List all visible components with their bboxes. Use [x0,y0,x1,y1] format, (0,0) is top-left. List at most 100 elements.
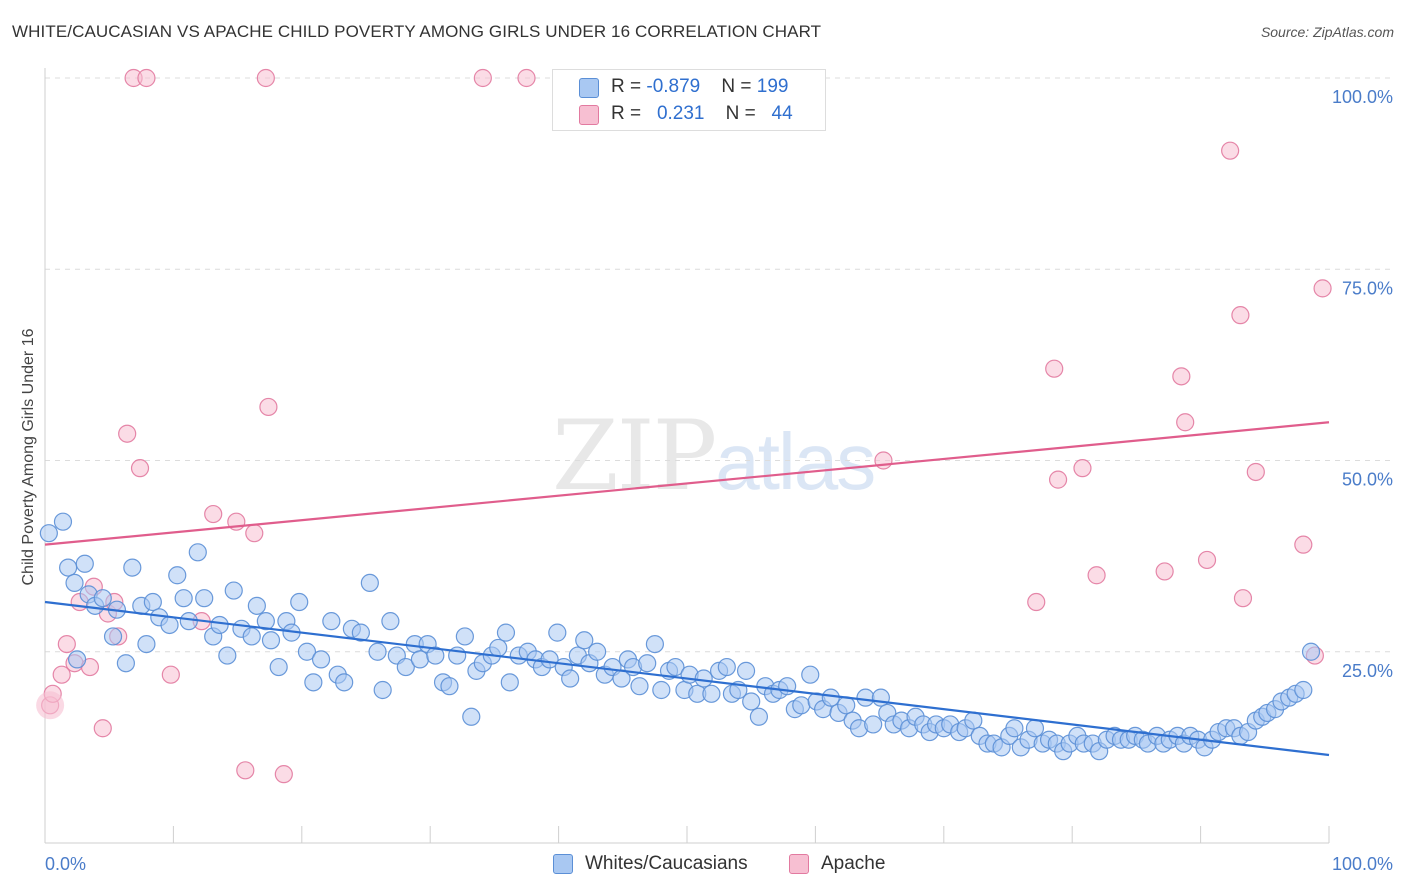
y-axis-label: Child Poverty Among Girls Under 16 [20,328,37,585]
white-point [174,589,193,608]
white-point [426,646,445,665]
white-point [837,696,856,715]
white-point [75,554,94,573]
white-point [864,715,883,734]
white-point [290,592,309,612]
apache-point [1087,566,1106,585]
white-point [742,692,761,711]
white-point [575,631,594,650]
bottom-legend: Whites/Caucasians Apache [0,853,1406,877]
white-point [381,612,400,631]
white-point [137,634,156,654]
white-point [311,650,331,669]
legend-swatch-apache [579,105,599,125]
apache-point [259,397,278,417]
apache-point [1294,535,1313,554]
white-point [242,627,261,646]
axes [44,68,1330,844]
legend-swatch-apache [789,854,809,874]
white-point [821,688,840,707]
white-point [630,677,649,696]
white-point [548,623,567,642]
apache-point [1048,470,1068,489]
white-point [65,573,84,593]
white-point [652,680,671,700]
trend-lines [44,421,1330,757]
apache-point [517,68,536,88]
chart-title: WHITE/CAUCASIAN VS APACHE CHILD POVERTY … [12,22,822,41]
legend-label-white: Whites/Caucasians [585,853,748,874]
white-point [1005,719,1024,738]
legend-swatch-white [553,854,573,874]
white-point [856,688,875,707]
white-points [39,512,1321,761]
y-tick-label: 100.0% [1332,87,1393,107]
apache-point [1221,141,1240,160]
white-point [304,673,323,692]
apache-point [1176,413,1195,432]
apache-point [130,459,150,478]
white-point [1025,719,1045,738]
white-point [373,680,392,700]
white-point [335,673,354,692]
apache-point [93,719,112,738]
apache-point [874,451,893,470]
x-tick-label: 100.0% [1332,854,1393,874]
white-point [116,654,135,673]
apache-point [36,691,65,720]
white-point [218,646,237,665]
white-point [489,638,508,658]
white-trend-line [44,600,1330,757]
white-point [1294,680,1313,700]
white-point [103,627,123,646]
white-point [801,665,820,684]
white-point [500,673,519,692]
watermark-atlas: atlas [715,417,876,506]
white-point [666,657,685,677]
white-point [749,707,769,726]
white-point [322,612,341,631]
apache-point [161,665,180,684]
white-point [792,696,811,715]
apache-point [1233,589,1253,608]
apache-point [1172,367,1191,386]
apache-points [36,68,1332,784]
white-point [871,688,890,707]
white-point [256,612,275,631]
white-point [702,684,721,703]
white-point [410,650,430,669]
white-point [645,634,665,654]
white-point [39,524,58,543]
white-point [179,612,198,631]
legend-text-white: R = -0.879 N = 199 [611,76,789,97]
white-point [638,654,657,673]
white-point [269,657,288,677]
apache-point [256,68,275,88]
grid-lines [45,77,1395,653]
white-point [247,596,266,615]
white-point [143,592,162,612]
apache-point [1313,279,1332,298]
legend-row-apache: R = 0.231 N = 44 [553,102,823,128]
white-point [588,642,607,661]
white-point [224,581,243,600]
apache-point [1246,462,1265,482]
apache-point [245,524,264,543]
apache-point [1231,306,1250,325]
white-point [455,627,474,646]
white-point [188,543,207,562]
white-point [67,650,87,669]
tick-labels: 25.0% 50.0% 75.0% 100.0% 0.0% 100.0% [45,87,1393,874]
apache-point [1197,550,1217,570]
white-point [1301,642,1321,661]
white-point [396,657,415,677]
chart-source: Source: ZipAtlas.com [1260,24,1394,40]
y-tick-label: 50.0% [1342,470,1393,490]
white-point [694,669,713,688]
apache-point [1045,359,1064,378]
white-point [561,669,580,688]
x-tick-label: 0.0% [45,854,86,874]
white-point [368,642,387,661]
white-point [195,589,214,608]
